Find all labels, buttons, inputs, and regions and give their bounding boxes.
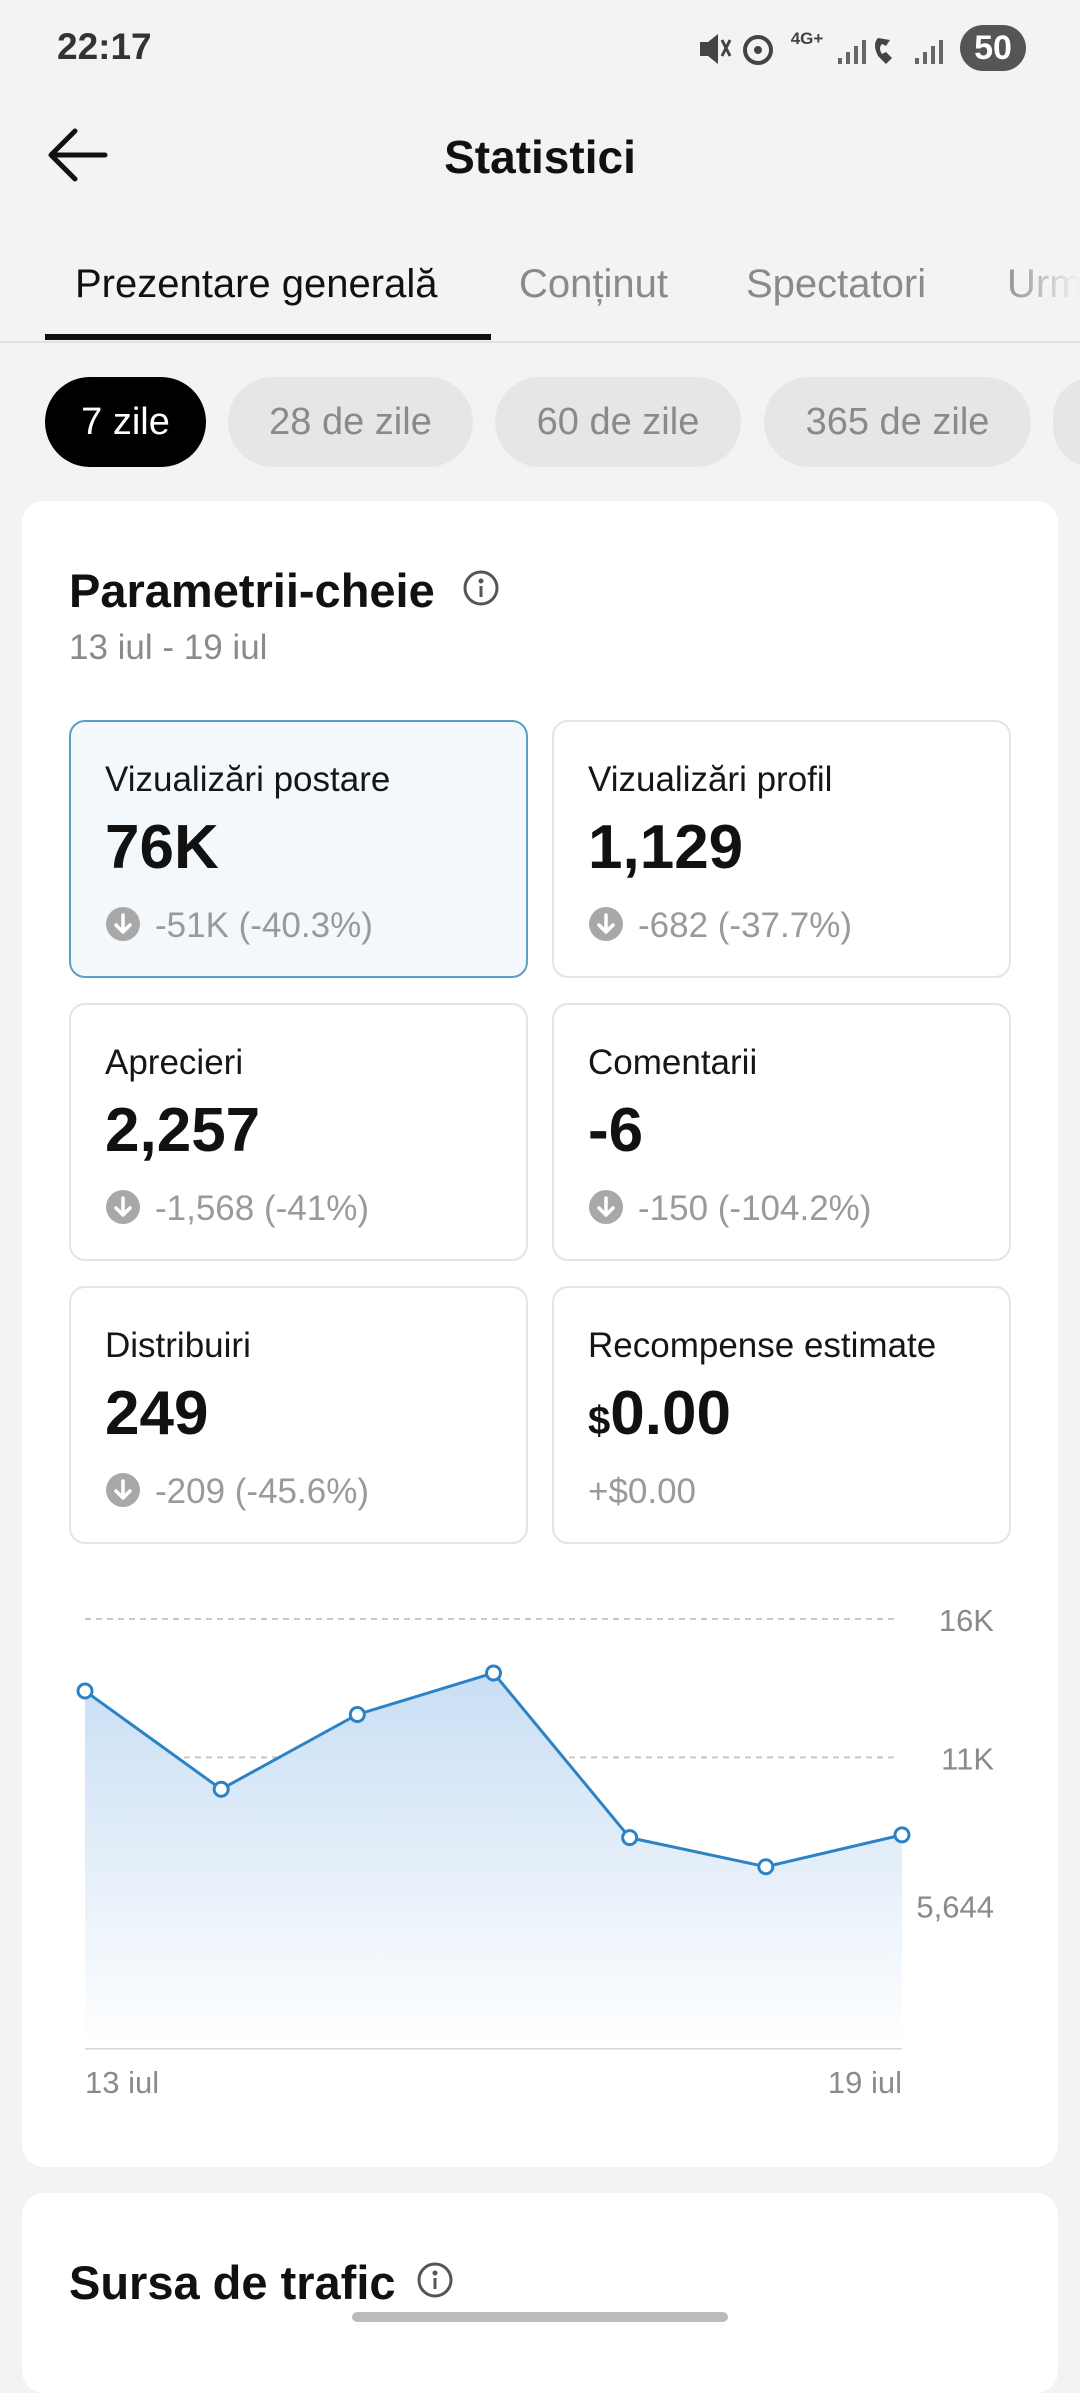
- currency: $: [588, 1399, 611, 1443]
- value: 249: [105, 1379, 209, 1448]
- value: 0.00: [610, 1379, 731, 1448]
- value: 1,129: [588, 813, 744, 882]
- point: [348, 1705, 366, 1723]
- metric-label: Distribuiri: [105, 1326, 251, 1365]
- tab[interactable]: Prezentare generală: [75, 262, 438, 306]
- home-indicator: [352, 2312, 728, 2322]
- status-icons: [700, 34, 943, 65]
- status-time: 22:17: [57, 26, 152, 67]
- metric-value: 76K: [105, 812, 219, 883]
- y-tick-label: 16K: [939, 1603, 994, 1638]
- info-icon[interactable]: [462, 569, 500, 607]
- screen: 22:17 4G+ 50 Statistici Prezentare gener…: [0, 25, 1080, 2393]
- tab-indicator: [45, 334, 491, 340]
- point: [757, 1858, 775, 1876]
- metric-tile[interactable]: Vizualizări postare 76K -51K (-40.3%): [69, 720, 528, 978]
- metric-label: Vizualizări profil: [588, 760, 833, 799]
- metric-change: -209 (-45.6%): [155, 1472, 369, 1511]
- metric-label: Vizualizări postare: [105, 760, 391, 799]
- metric-change: -682 (-37.7%): [638, 906, 852, 945]
- metric-value: 249: [105, 1378, 208, 1449]
- metric-label: Recompense estimate: [588, 1326, 937, 1365]
- divider: [0, 341, 1080, 343]
- metric-change: -1,568 (-41%): [155, 1189, 369, 1228]
- metric-value: 2,257: [105, 1095, 260, 1166]
- tab[interactable]: Conținut: [519, 262, 668, 306]
- metric-tile[interactable]: Distribuiri 249 -209 (-45.6%): [69, 1286, 528, 1544]
- metric-change: +$0.00: [588, 1472, 697, 1511]
- range-chip[interactable]: 365 de zile: [764, 377, 1031, 467]
- area: [85, 1672, 902, 2048]
- range-chip[interactable]: [1053, 377, 1080, 467]
- value: 76K: [105, 813, 219, 882]
- metric-change: -51K (-40.3%): [155, 906, 373, 945]
- metric-value: -6: [588, 1095, 643, 1166]
- metric-label: Aprecieri: [105, 1043, 244, 1082]
- metric-tile[interactable]: Comentarii -6 -150 (-104.2%): [552, 1003, 1011, 1261]
- status-network: 4G+: [790, 29, 824, 48]
- value: -6: [588, 1096, 644, 1165]
- metric-tile[interactable]: Vizualizări profil 1,129 -682 (-37.7%): [552, 720, 1011, 978]
- info-icon[interactable]: [416, 2261, 454, 2299]
- point: [76, 1682, 94, 1700]
- metric-value: $0.00: [588, 1378, 731, 1449]
- chart: 16K 11K 5,644 13 iul 19 iul: [76, 1603, 994, 2100]
- metric-change: -150 (-104.2%): [638, 1189, 872, 1228]
- y-tick-label: 11K: [941, 1741, 994, 1776]
- tab-fade: [1000, 228, 1080, 338]
- back-button[interactable]: [45, 125, 111, 185]
- range-chip[interactable]: 7 zile: [45, 377, 206, 467]
- point: [485, 1664, 502, 1682]
- period: 13 iul - 19 iul: [69, 628, 268, 667]
- point: [212, 1780, 230, 1798]
- range-chip[interactable]: 60 de zile: [495, 377, 741, 467]
- metric-tile[interactable]: Aprecieri 2,257 -1,568 (-41%): [69, 1003, 528, 1261]
- value: 2,257: [105, 1096, 261, 1165]
- page-title: Statistici: [444, 131, 636, 183]
- x-tick-label: 19 iul: [828, 2065, 902, 2100]
- metric-tile[interactable]: Recompense estimate $0.00 +$0.00: [552, 1286, 1011, 1544]
- tab[interactable]: Spectatori: [746, 262, 927, 306]
- x-tick-label: 13 iul: [85, 2065, 159, 2100]
- battery: 50: [960, 25, 1026, 71]
- range-chip[interactable]: 28 de zile: [228, 377, 473, 467]
- metric-label: Comentarii: [588, 1043, 758, 1082]
- metric-value: 1,129: [588, 812, 743, 883]
- section-title: Sursa de trafic: [69, 2256, 396, 2309]
- point: [621, 1829, 639, 1847]
- y-tick-label: 5,644: [916, 1890, 994, 1925]
- section-title: Parametrii-cheie: [69, 564, 435, 617]
- point: [893, 1826, 911, 1844]
